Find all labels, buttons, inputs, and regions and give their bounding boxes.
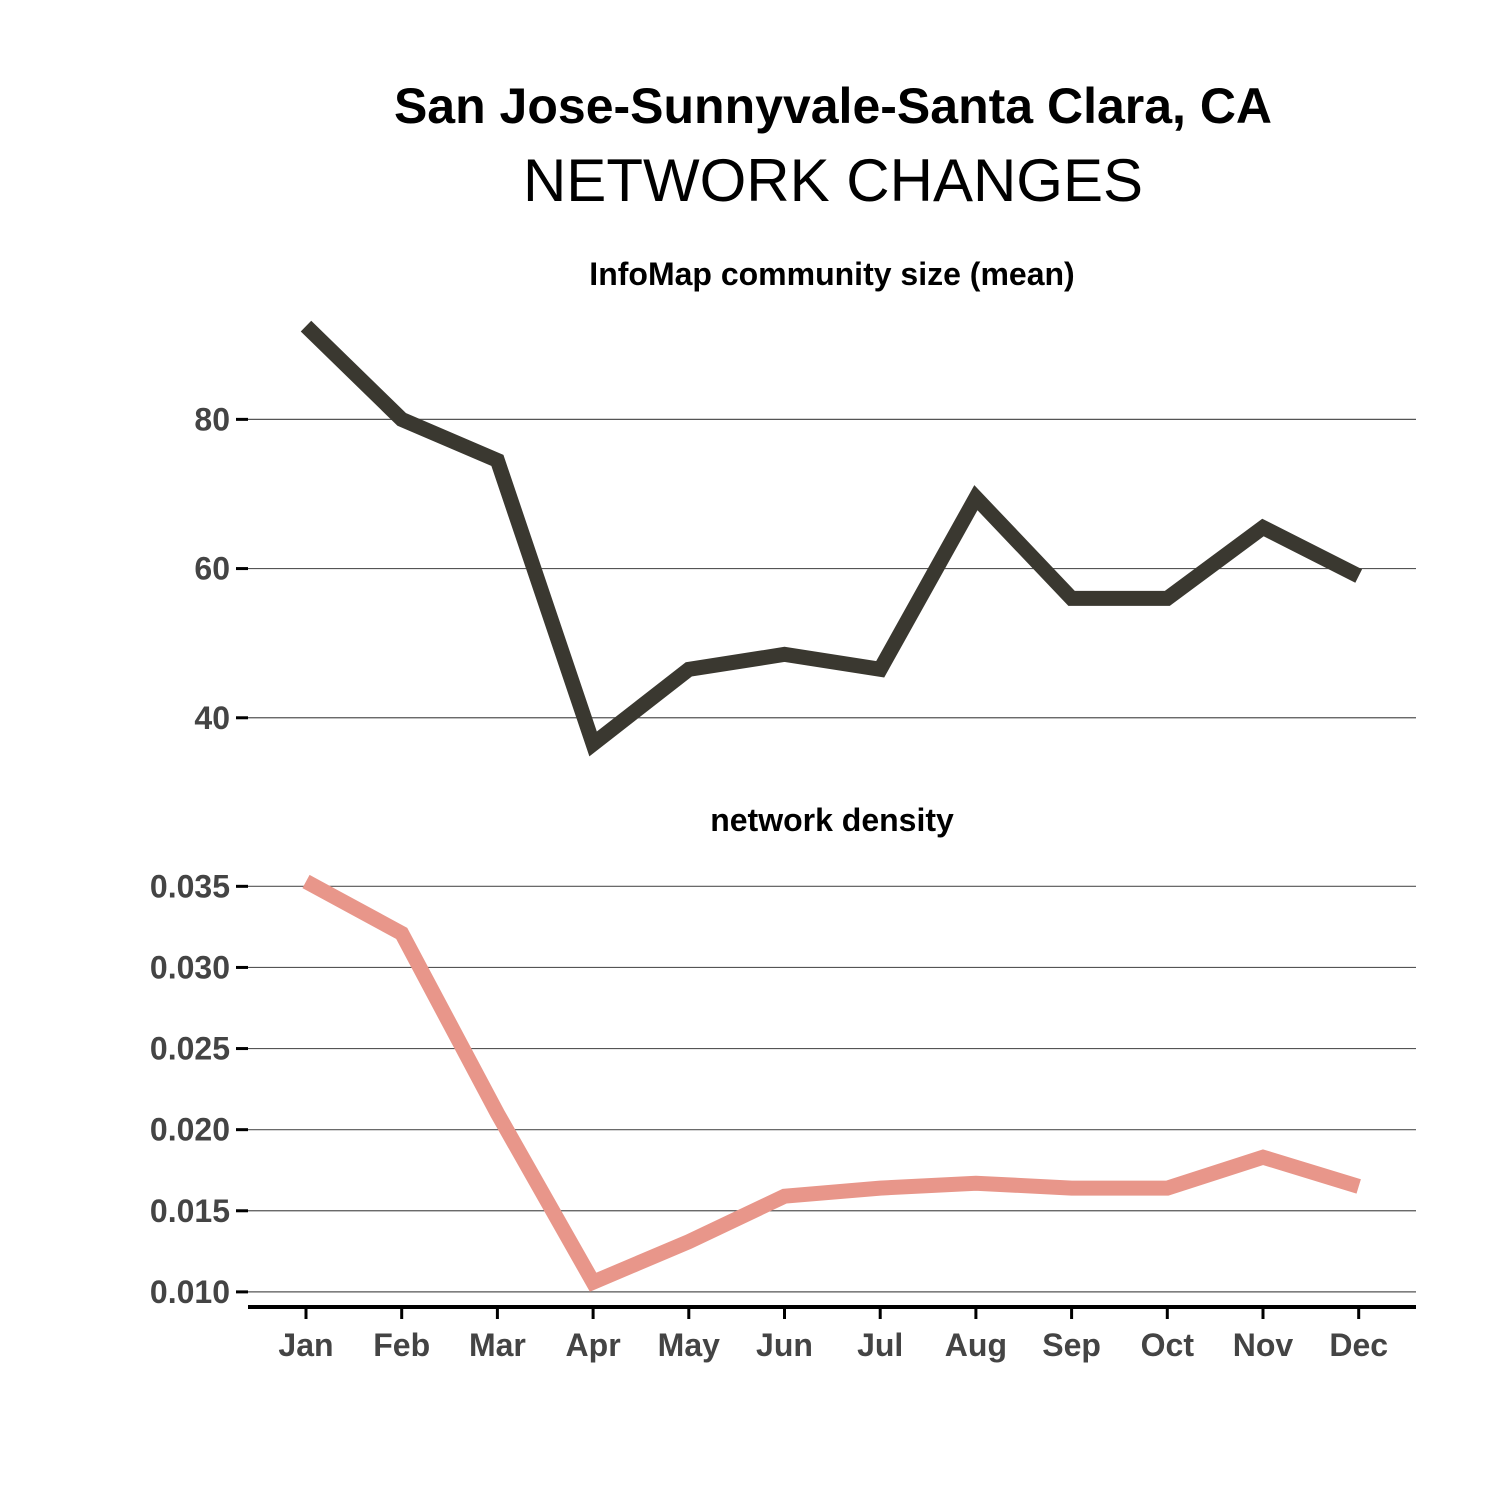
x-tick-label: Oct xyxy=(1141,1327,1195,1363)
x-tick-label: Jan xyxy=(278,1327,333,1363)
data-point xyxy=(1166,1187,1168,1189)
data-point xyxy=(975,497,977,499)
y-tick-label: 0.025 xyxy=(150,1031,230,1067)
series-line xyxy=(302,874,1361,1292)
x-tick-label: May xyxy=(658,1327,720,1363)
data-point xyxy=(1071,597,1073,599)
data-point xyxy=(1262,527,1264,529)
x-axis: Jan Feb Mar Apr May Jun Jul Aug Sep Oct Nov Dec xyxy=(248,1305,1416,1363)
y-tick-label: 0.010 xyxy=(150,1274,230,1310)
x-tick-label: Jun xyxy=(756,1327,813,1363)
data-point xyxy=(401,932,403,934)
y-tick-label: 0.015 xyxy=(150,1193,230,1229)
community-size-panel: InfoMap community size (mean) 40 60 80 xyxy=(194,256,1416,757)
y-tick-label: 0.035 xyxy=(150,868,230,904)
y-tick-label: 60 xyxy=(194,551,230,587)
x-tick-label: Jul xyxy=(857,1327,903,1363)
data-point xyxy=(305,880,307,882)
data-point xyxy=(879,668,881,670)
data-point xyxy=(1166,597,1168,599)
data-point xyxy=(688,668,690,670)
data-point xyxy=(305,325,307,327)
y-tick-label: 0.030 xyxy=(150,949,230,985)
data-point xyxy=(688,1241,690,1243)
data-point xyxy=(1262,1156,1264,1158)
network-density-panel: network density 0.010 0.015 0.020 0.025 0.030… xyxy=(150,802,1416,1310)
data-point xyxy=(592,1281,594,1283)
figure-subtitle: NETWORK CHANGES xyxy=(523,147,1143,214)
data-point xyxy=(784,1195,786,1197)
series-line xyxy=(300,320,1363,757)
data-point xyxy=(1358,1185,1360,1187)
figure-title: San Jose-Sunnyvale-Santa Clara, CA xyxy=(394,78,1272,134)
data-point xyxy=(879,1187,881,1189)
data-point xyxy=(401,418,403,420)
data-point xyxy=(496,1112,498,1114)
data-point xyxy=(1358,575,1360,577)
x-tick-label: Mar xyxy=(469,1327,526,1363)
data-point xyxy=(496,459,498,461)
data-point xyxy=(975,1182,977,1184)
x-tick-label: Apr xyxy=(566,1327,621,1363)
x-tick-label: Nov xyxy=(1233,1327,1294,1363)
y-tick-label: 40 xyxy=(194,700,230,736)
data-point xyxy=(592,743,594,745)
data-point xyxy=(784,653,786,655)
x-tick-label: Sep xyxy=(1042,1327,1101,1363)
y-tick-label: 80 xyxy=(194,401,230,437)
x-tick-label: Dec xyxy=(1329,1327,1388,1363)
panel-title: InfoMap community size (mean) xyxy=(589,256,1074,292)
y-tick-label: 0.020 xyxy=(150,1112,230,1148)
panel-title: network density xyxy=(710,802,954,838)
x-tick-label: Feb xyxy=(373,1327,430,1363)
x-tick-label: Aug xyxy=(945,1327,1007,1363)
data-point xyxy=(1071,1187,1073,1189)
